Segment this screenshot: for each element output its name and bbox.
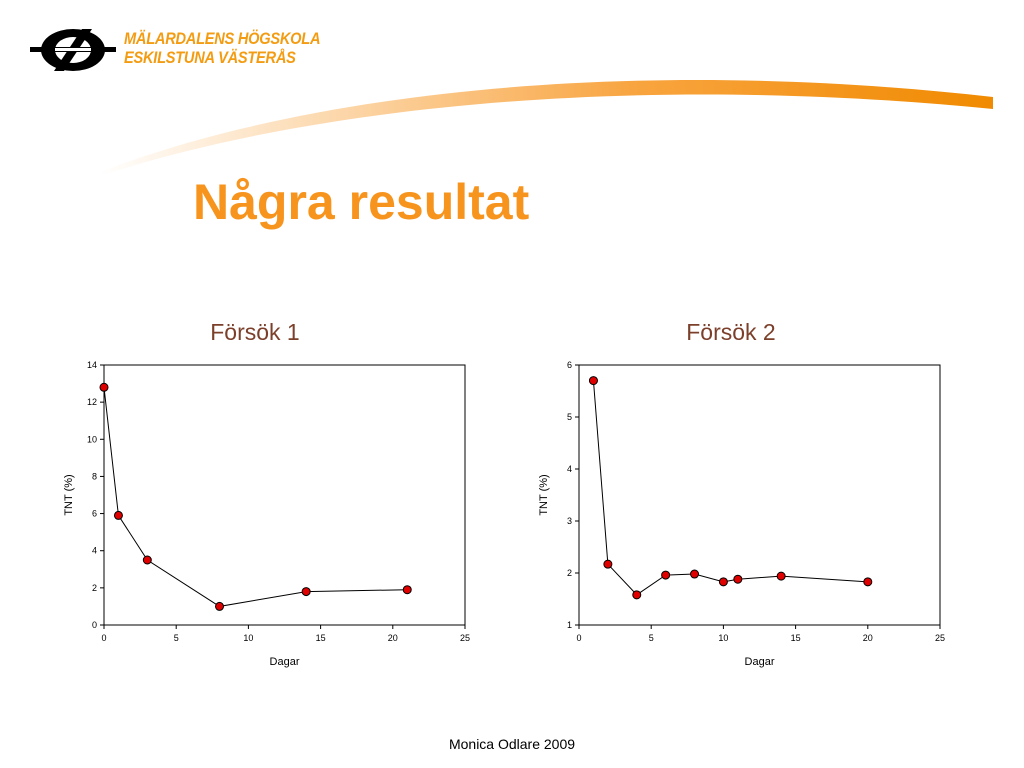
- y-tick-label: 2: [567, 568, 572, 578]
- x-tick-label: 25: [935, 633, 945, 643]
- x-tick-label: 0: [576, 633, 581, 643]
- y-tick-label: 3: [567, 516, 572, 526]
- x-tick-label: 0: [101, 633, 106, 643]
- y-tick-label: 6: [567, 360, 572, 370]
- school-name-line1: MÄLARDALENS HÖGSKOLA: [124, 29, 321, 48]
- x-tick-label: 20: [863, 633, 873, 643]
- y-tick-label: 4: [92, 546, 97, 556]
- data-point: [603, 559, 613, 569]
- x-tick-label: 10: [243, 633, 253, 643]
- data-point: [690, 569, 700, 579]
- x-axis-label: Dagar: [745, 656, 775, 668]
- chart-title-2: Försök 2: [686, 319, 776, 345]
- y-tick-label: 12: [87, 397, 97, 407]
- data-point: [142, 555, 152, 565]
- footer-author: Monica Odlare 2009: [448, 736, 576, 752]
- mdh-logo-icon: [30, 29, 116, 71]
- data-point: [402, 585, 412, 595]
- y-tick-label: 14: [87, 360, 97, 370]
- x-axis-label: Dagar: [270, 656, 300, 668]
- data-point: [588, 376, 598, 386]
- data-point: [632, 590, 642, 600]
- y-axis-label: TNT (%): [538, 474, 550, 515]
- x-tick-label: 15: [316, 633, 326, 643]
- x-tick-label: 25: [460, 633, 470, 643]
- school-name-line2: ESKILSTUNA VÄSTERÅS: [124, 48, 296, 67]
- x-tick-label: 5: [649, 633, 654, 643]
- y-tick-label: 2: [92, 583, 97, 593]
- data-point: [301, 587, 311, 597]
- y-axis-label: TNT (%): [63, 474, 75, 515]
- data-point: [661, 570, 671, 580]
- x-tick-label: 20: [388, 633, 398, 643]
- series-line: [103, 387, 408, 607]
- page-title: Några resultat: [193, 174, 530, 230]
- x-tick-label: 5: [174, 633, 179, 643]
- data-point: [215, 601, 225, 611]
- data-point: [99, 382, 109, 392]
- data-point: [776, 571, 786, 581]
- data-point: [733, 574, 743, 584]
- data-point: [113, 510, 123, 520]
- x-tick-label: 10: [718, 633, 728, 643]
- x-tick-label: 15: [791, 633, 801, 643]
- school-name: MÄLARDALENS HÖGSKOLA ESKILSTUNA VÄSTERÅS: [124, 29, 321, 67]
- y-tick-label: 6: [92, 509, 97, 519]
- y-tick-label: 8: [92, 471, 97, 481]
- header-swoosh: [100, 80, 993, 176]
- plot-area: [578, 364, 941, 626]
- series-line: [592, 380, 868, 596]
- plot-area: [103, 364, 466, 626]
- chart-2: 1 2 3 4 5 6 0 5 10 15 20 25 Dagar TNT (%): [538, 360, 945, 668]
- data-point: [718, 577, 728, 587]
- y-tick-label: 10: [87, 434, 97, 444]
- chart-1: 0 2 4 6 8 10 12 14 0 5 10 15 20 25 Dagar TNT (%): [63, 360, 470, 668]
- y-tick-label: 1: [567, 620, 572, 630]
- y-tick-label: 4: [567, 464, 572, 474]
- y-tick-label: 5: [567, 412, 572, 422]
- data-point: [863, 577, 873, 587]
- chart-title-1: Försök 1: [210, 319, 300, 345]
- y-tick-label: 0: [92, 620, 97, 630]
